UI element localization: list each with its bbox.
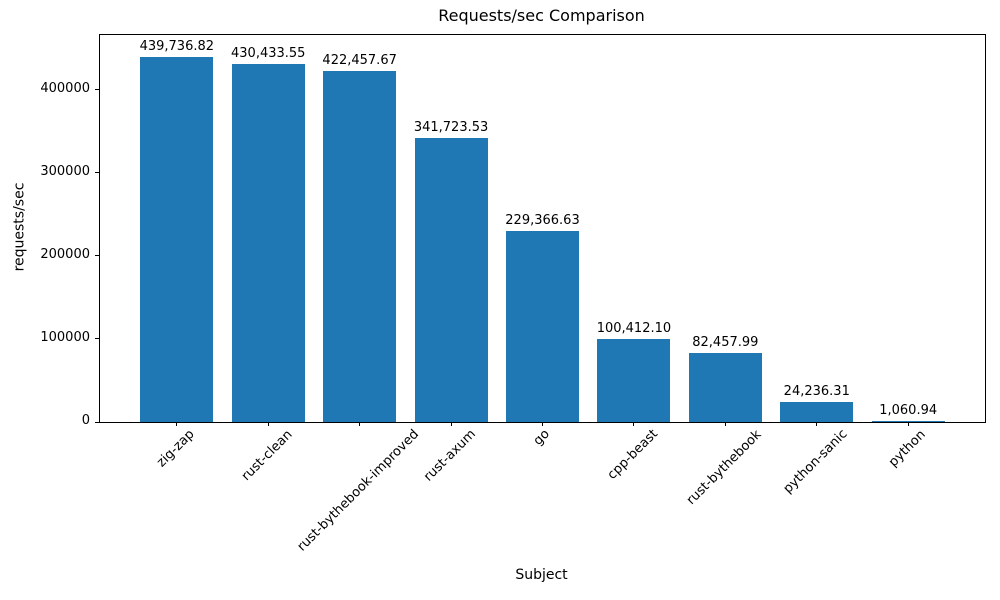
y-tick-label: 400000 [40,80,90,96]
y-tick-mark [95,255,99,257]
x-tick-mark [542,422,543,426]
bar-value-label: 24,236.31 [783,383,850,399]
y-tick-mark [95,338,99,340]
bar-rust-bythebook [688,353,762,422]
bar-value-label: 100,412.10 [596,320,672,336]
x-axis-label: Subject [515,567,568,583]
x-tick-label: cpp-beast [604,426,661,484]
y-tick-label: 200000 [40,246,90,262]
bar-rust-axum [414,138,488,422]
x-tick-label: rust-bythebook-improved [294,426,423,555]
y-tick-mark [95,172,99,174]
x-tick-label: rust-clean [238,426,296,484]
bar-rust-clean [231,64,305,422]
x-tick-mark [176,422,178,426]
bar-python-sanic [780,401,854,422]
plot-area: 439,736.82 430,433.55 422,457.67 341,723.53… [95,34,986,426]
y-tick-mark [95,89,99,91]
bar-go [505,231,580,422]
x-tick-mark [359,422,361,426]
bar-value-label: 1,060.94 [879,403,938,418]
bar-value-label: 341,723.53 [413,120,489,136]
y-tick-mark [95,421,99,423]
x-tick-mark [267,422,269,426]
x-tick-label: python-sanic [780,427,851,497]
y-tick-label: 100000 [40,329,90,345]
bar-value-label: 82,457.99 [692,335,759,351]
x-tick-label: go [530,426,553,449]
y-tick-label: 0 [81,413,90,428]
x-tick-mark [907,422,909,426]
chart-title: Requests/sec Comparison [438,6,645,25]
x-tick-label: rust-axum [420,427,479,485]
bar-value-label: 439,736.82 [139,38,215,54]
bar-value-label: 422,457.67 [322,52,397,68]
bar-value-label: 430,433.55 [231,46,306,62]
x-tick-label: rust-bythebook [683,426,765,508]
bar-value-label: 229,366.63 [505,213,580,229]
x-tick-mark [450,422,452,426]
bar-zig-zap [140,56,214,422]
bar-python [871,421,945,422]
y-tick-label: 300000 [40,163,90,179]
bar-cpp-beast [597,338,671,422]
x-tick-label: zig-zap [153,426,198,471]
x-tick-mark [724,422,726,426]
bar-rust-bythebook-improved [323,70,397,422]
x-tick-label: python [885,426,929,470]
x-tick-mark [633,422,635,426]
x-tick-mark [816,422,818,426]
